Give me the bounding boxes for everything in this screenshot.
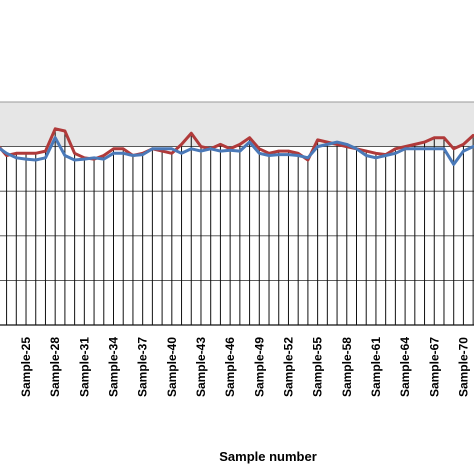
x-tick-label: Sample-55 <box>311 337 325 397</box>
series-layer <box>0 127 474 166</box>
series-line-2 <box>0 136 474 166</box>
x-tick-label: Sample-34 <box>107 337 121 397</box>
x-tick-label: Sample-40 <box>165 337 179 397</box>
x-tick-label: Sample-37 <box>136 337 150 397</box>
x-axis-title: Sample number <box>219 449 317 464</box>
series-line-1 <box>0 127 474 162</box>
x-tick-label: Sample-49 <box>252 337 266 397</box>
x-tick-label: Sample-31 <box>77 337 91 397</box>
drop-lines <box>0 128 474 326</box>
x-tick-label: Sample-61 <box>369 337 383 397</box>
x-tick-label: Sample-70 <box>456 337 470 397</box>
x-tick-label: Sample-67 <box>427 337 441 397</box>
x-tick-label: Sample-46 <box>223 337 237 397</box>
plot-band-upper <box>0 102 474 147</box>
x-tick-labels: Sample-25 Sample-28 Sample-31 Sample-34 Samp… <box>19 337 470 397</box>
plot-area <box>0 102 474 325</box>
x-tick-label: Sample-52 <box>281 337 295 397</box>
x-tick-label: Sample-58 <box>340 337 354 397</box>
x-tick-label: Sample-25 <box>19 337 33 397</box>
x-tick-label: Sample-64 <box>398 337 412 397</box>
x-tick-label: Sample-28 <box>48 337 62 397</box>
x-tick-label: Sample-43 <box>194 337 208 397</box>
